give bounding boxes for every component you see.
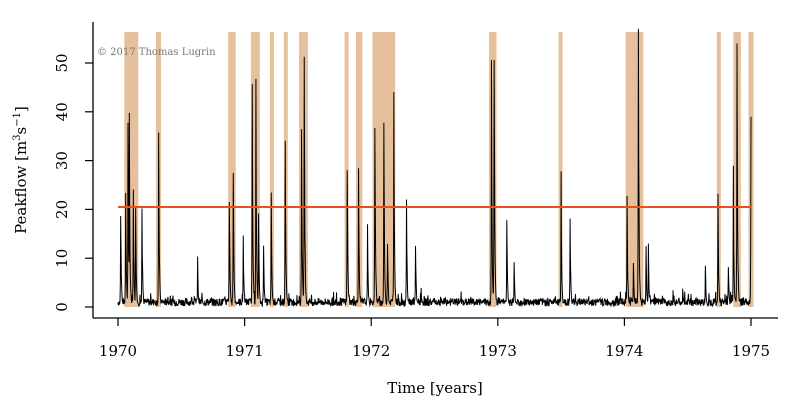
y-axis-title-sup1: 3 bbox=[12, 134, 23, 140]
y-axis-title-main: Peakflow [m bbox=[12, 141, 30, 234]
y-axis-ticks: 0 10 20 30 40 50 bbox=[53, 53, 93, 312]
x-tick-label-1972: 1972 bbox=[352, 342, 390, 360]
exceedance-band-4 bbox=[269, 32, 274, 307]
exceedance-band-10 bbox=[488, 32, 497, 307]
exceedance-band-11 bbox=[558, 32, 563, 307]
exceedance-shading bbox=[124, 32, 754, 307]
exceedance-band-12 bbox=[625, 32, 644, 307]
x-tick-label-1970: 1970 bbox=[99, 342, 137, 360]
y-axis-title: Peakflow [m3s−1] bbox=[12, 106, 30, 234]
exceedance-band-13 bbox=[716, 32, 721, 307]
y-tick-label-20: 20 bbox=[53, 200, 71, 219]
x-tick-label-1973: 1973 bbox=[479, 342, 517, 360]
x-tick-label-1974: 1974 bbox=[605, 342, 643, 360]
copyright-credit: © 2017 Thomas Lugrin bbox=[97, 47, 216, 58]
y-tick-label-50: 50 bbox=[53, 53, 71, 72]
peakflow-series-line bbox=[117, 28, 752, 308]
y-axis-title-mid: s bbox=[12, 127, 30, 135]
exceedance-band-6 bbox=[299, 32, 308, 307]
y-tick-label-40: 40 bbox=[53, 102, 71, 121]
exceedance-band-7 bbox=[344, 32, 349, 307]
x-axis-title: Time [years] bbox=[387, 379, 483, 397]
exceedance-band-2 bbox=[228, 32, 236, 307]
y-axis-title-close: ] bbox=[12, 106, 30, 112]
y-tick-label-10: 10 bbox=[53, 249, 71, 268]
y-tick-label-0: 0 bbox=[53, 302, 71, 312]
y-axis-title-sup2: −1 bbox=[12, 112, 23, 127]
y-tick-label-30: 30 bbox=[53, 151, 71, 170]
x-axis-ticks: 1970 1971 1972 1973 1974 1975 bbox=[99, 318, 770, 360]
x-tick-label-1971: 1971 bbox=[226, 342, 264, 360]
x-tick-label-1975: 1975 bbox=[732, 342, 770, 360]
exceedance-band-8 bbox=[356, 32, 363, 307]
